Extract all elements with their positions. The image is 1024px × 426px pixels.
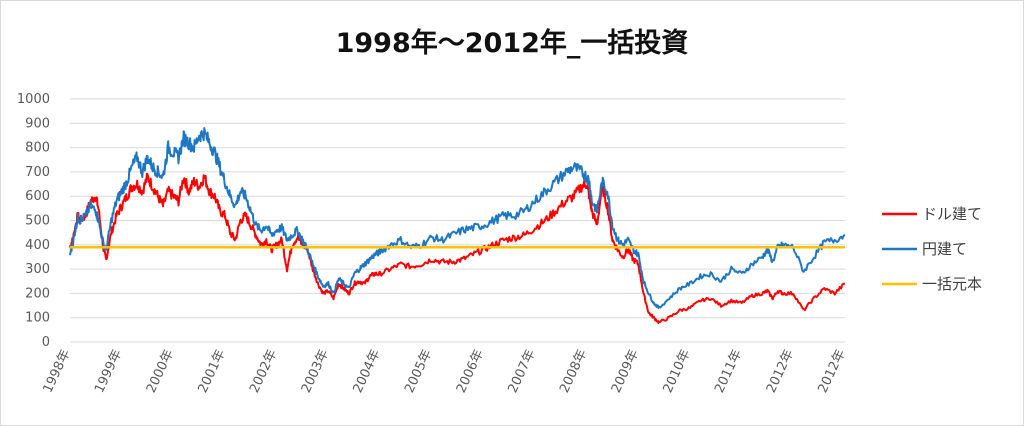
y-tick-label: 1000 [17,92,50,107]
series-line-0 [69,172,846,325]
y-tick-label: 900 [25,116,50,131]
y-tick-label: 600 [25,189,50,204]
x-tick-label: 2004年 [351,347,384,395]
y-tick-label: 400 [25,238,50,253]
y-tick-label: 800 [25,141,50,156]
x-tick-label: 1998年 [41,347,74,395]
y-tick-label: 500 [25,214,50,229]
legend-label: 円建て [922,240,967,258]
y-tick-label: 200 [25,286,50,301]
chart-title: 1998年～2012年_一括投資 [336,27,689,59]
y-tick-label: 0 [42,335,50,350]
x-tick-label: 2003年 [299,347,332,395]
x-tick-label: 2012年 [764,347,797,395]
x-tick-label: 2011年 [712,347,745,395]
y-tick-label: 300 [25,262,50,277]
legend-label: ドル建て [922,205,982,223]
x-tick-label: 2009年 [609,347,642,395]
y-tick-label: 700 [25,165,50,180]
series-lines [69,127,846,325]
legend-label: 一括元本 [922,275,982,293]
x-tick-label: 2007年 [506,347,539,395]
x-tick-label: 2000年 [144,347,177,395]
gridlines [70,98,845,343]
y-tick-label: 100 [25,311,50,326]
x-tick-label: 2010年 [661,347,694,395]
x-tick-label: 2005年 [402,347,435,395]
y-axis-ticks: 0 100 200 300 400 500 600 700 800 900 1000 [17,92,50,350]
x-tick-label: 1999年 [92,347,125,395]
x-tick-label: 2006年 [454,347,487,395]
x-tick-label: 2001年 [196,347,229,395]
x-tick-label: 2012年 [816,347,849,395]
x-tick-label: 2002年 [247,347,280,395]
x-tick-label: 2008年 [557,347,590,395]
x-axis-ticks: 1998年 1999年 2000年 2001年 2002年 2003年 2004年 2005年… [41,347,849,395]
series-line-1 [69,127,846,309]
